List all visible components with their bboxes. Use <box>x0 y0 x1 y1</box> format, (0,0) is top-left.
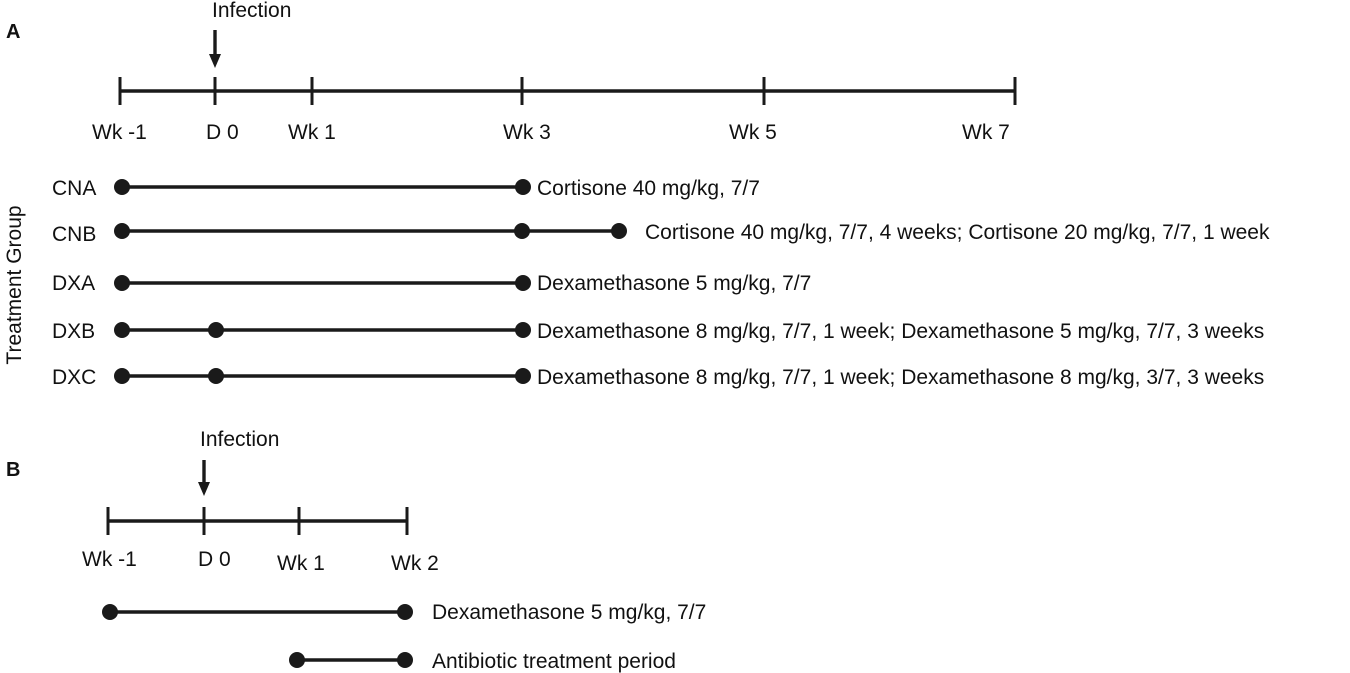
panel-b-tick-label-d0: D 0 <box>198 548 231 571</box>
group-row-cna: CNA Cortisone 40 mg/kg, 7/7 <box>52 177 760 200</box>
panel-a-tick-label-wk-minus-1: Wk -1 <box>92 121 147 144</box>
group-dot-cna-start <box>114 179 130 195</box>
treatment-dot-dexamethasone-end <box>397 604 413 620</box>
panel-b-infection-label: Infection <box>200 428 279 451</box>
panel-b-timeline: Wk -1 D 0 Wk 1 Wk 2 <box>82 507 439 575</box>
panel-a-tick-label-wk3: Wk 3 <box>503 121 551 144</box>
panel-a-tick-label-d0: D 0 <box>206 121 239 144</box>
panel-a-timeline: Wk -1 D 0 Wk 1 Wk 3 Wk 5 Wk 7 <box>92 77 1017 144</box>
group-dot-dxc-mid <box>208 368 224 384</box>
group-description-dxb: Dexamethasone 8 mg/kg, 7/7, 1 week; Dexa… <box>537 320 1264 343</box>
group-dot-cnb-mid <box>514 223 530 239</box>
treatment-dot-antibiotic-end <box>397 652 413 668</box>
group-dot-dxb-mid <box>208 322 224 338</box>
treatment-row-antibiotic: Antibiotic treatment period <box>289 650 676 673</box>
panel-a: A Infection Wk -1 D 0 Wk 1 Wk 3 Wk 5 Wk … <box>3 0 1270 389</box>
panel-a-letter: A <box>6 21 20 43</box>
treatment-dot-antibiotic-start <box>289 652 305 668</box>
group-description-cna: Cortisone 40 mg/kg, 7/7 <box>537 177 760 200</box>
group-label-cna: CNA <box>52 177 96 200</box>
panel-b-tick-label-wk-minus-1: Wk -1 <box>82 548 137 571</box>
group-label-dxb: DXB <box>52 320 95 343</box>
group-dot-dxb-end <box>515 322 531 338</box>
panel-a-tick-label-wk5: Wk 5 <box>729 121 777 144</box>
panel-b: B Infection Wk -1 D 0 Wk 1 Wk 2 Dexameth… <box>6 428 706 673</box>
panel-a-tick-label-wk1: Wk 1 <box>288 121 336 144</box>
group-dot-dxa-end <box>515 275 531 291</box>
panel-a-infection-label: Infection <box>212 0 291 22</box>
group-description-cnb: Cortisone 40 mg/kg, 7/7, 4 weeks; Cortis… <box>645 221 1270 244</box>
panel-b-tick-label-wk1: Wk 1 <box>277 552 325 575</box>
group-row-dxb: DXB Dexamethasone 8 mg/kg, 7/7, 1 week; … <box>52 320 1264 343</box>
group-row-cnb: CNB Cortisone 40 mg/kg, 7/7, 4 weeks; Co… <box>52 221 1270 246</box>
group-dot-cnb-end <box>611 223 627 239</box>
group-dot-dxc-end <box>515 368 531 384</box>
group-dot-cna-end <box>515 179 531 195</box>
panel-b-infection-arrow-icon <box>198 482 210 496</box>
group-row-dxc: DXC Dexamethasone 8 mg/kg, 7/7, 1 week; … <box>52 366 1264 389</box>
group-label-cnb: CNB <box>52 223 96 246</box>
group-dot-dxb-start <box>114 322 130 338</box>
panel-b-tick-label-wk2: Wk 2 <box>391 552 439 575</box>
panel-a-tick-label-wk7: Wk 7 <box>962 121 1010 144</box>
group-dot-cnb-start <box>114 223 130 239</box>
treatment-row-dexamethasone: Dexamethasone 5 mg/kg, 7/7 <box>102 601 706 624</box>
group-label-dxa: DXA <box>52 272 95 295</box>
panel-a-y-axis-label: Treatment Group <box>3 205 26 364</box>
group-label-dxc: DXC <box>52 366 96 389</box>
group-dot-dxc-start <box>114 368 130 384</box>
treatment-dot-dexamethasone-start <box>102 604 118 620</box>
group-row-dxa: DXA Dexamethasone 5 mg/kg, 7/7 <box>52 272 811 295</box>
group-description-dxa: Dexamethasone 5 mg/kg, 7/7 <box>537 272 811 295</box>
group-dot-dxa-start <box>114 275 130 291</box>
panel-b-letter: B <box>6 459 20 481</box>
treatment-description-dexamethasone: Dexamethasone 5 mg/kg, 7/7 <box>432 601 706 624</box>
treatment-description-antibiotic: Antibiotic treatment period <box>432 650 676 673</box>
group-description-dxc: Dexamethasone 8 mg/kg, 7/7, 1 week; Dexa… <box>537 366 1264 389</box>
panel-a-infection-arrow-icon <box>209 54 221 68</box>
